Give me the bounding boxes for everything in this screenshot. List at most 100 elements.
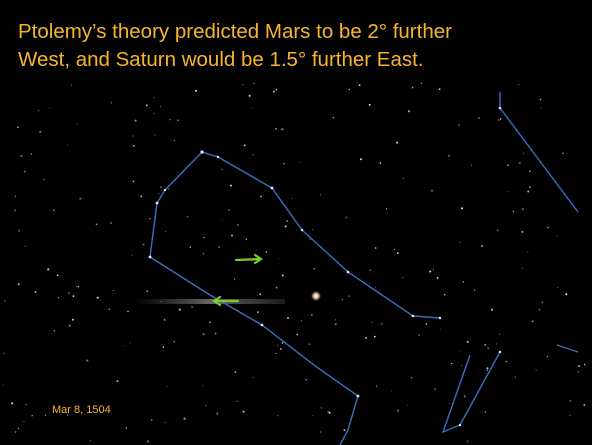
star [486, 367, 488, 369]
star [282, 342, 284, 344]
star [187, 216, 189, 218]
star [529, 171, 531, 173]
star [218, 246, 220, 248]
star [251, 108, 252, 109]
star [440, 329, 441, 330]
star [491, 309, 493, 311]
star [277, 345, 278, 346]
star [458, 124, 460, 126]
star [397, 410, 399, 412]
star [540, 99, 542, 101]
star [375, 247, 377, 249]
star [342, 299, 343, 300]
star [78, 286, 79, 287]
star [24, 171, 26, 173]
star [190, 247, 191, 248]
star [312, 229, 313, 230]
star [3, 385, 4, 386]
star [44, 179, 46, 181]
star [369, 283, 370, 284]
star [426, 323, 428, 325]
star [191, 306, 193, 308]
star [485, 411, 486, 412]
star [53, 209, 55, 211]
star [222, 219, 223, 220]
star [285, 226, 287, 228]
star [203, 333, 205, 335]
star [231, 234, 233, 236]
star [408, 110, 410, 112]
star [382, 323, 383, 324]
star [418, 334, 419, 335]
star [38, 110, 40, 112]
star [346, 217, 348, 219]
star [463, 281, 465, 283]
star [15, 210, 16, 211]
star [467, 341, 469, 343]
star [168, 188, 169, 189]
star [305, 379, 307, 381]
star [158, 193, 159, 194]
star [71, 85, 72, 86]
star [11, 402, 13, 404]
star [283, 163, 285, 165]
star [433, 269, 434, 270]
star [497, 229, 499, 231]
star [252, 377, 253, 378]
star [97, 297, 99, 299]
star [429, 270, 431, 272]
mars [311, 291, 321, 301]
star [403, 178, 404, 179]
star [431, 190, 433, 192]
star [169, 119, 170, 120]
star [380, 324, 381, 325]
star [311, 314, 313, 316]
star [133, 145, 135, 147]
star [570, 400, 571, 401]
star [235, 371, 237, 373]
star [375, 287, 376, 288]
star [68, 292, 70, 294]
star [280, 348, 282, 350]
star [146, 104, 148, 106]
star [155, 135, 156, 136]
star [522, 268, 523, 269]
star [320, 431, 322, 433]
star [15, 196, 16, 197]
star [18, 283, 20, 285]
star [391, 390, 392, 391]
star [296, 334, 298, 336]
star [25, 404, 27, 406]
star [154, 113, 155, 114]
star [203, 237, 204, 238]
star [174, 140, 175, 141]
star [547, 227, 548, 228]
star [562, 152, 564, 154]
streak [135, 299, 285, 304]
star [20, 155, 22, 157]
star [31, 153, 32, 154]
star [460, 351, 461, 352]
star [542, 302, 543, 303]
star [110, 222, 112, 224]
star [527, 191, 529, 193]
star [153, 97, 154, 98]
star [464, 395, 466, 397]
star [256, 250, 257, 251]
star [15, 431, 17, 433]
star [149, 218, 150, 219]
star [471, 165, 472, 166]
star [411, 377, 413, 379]
star [18, 230, 19, 231]
star [174, 341, 175, 342]
star [583, 404, 585, 406]
star [359, 84, 361, 86]
star [529, 186, 531, 188]
star [369, 104, 371, 106]
star [578, 371, 580, 373]
star [397, 252, 399, 254]
star [259, 293, 261, 295]
star [165, 422, 166, 423]
star [421, 83, 422, 84]
page: Ptolemy’s theory predicted Mars to be 2°… [0, 0, 592, 445]
